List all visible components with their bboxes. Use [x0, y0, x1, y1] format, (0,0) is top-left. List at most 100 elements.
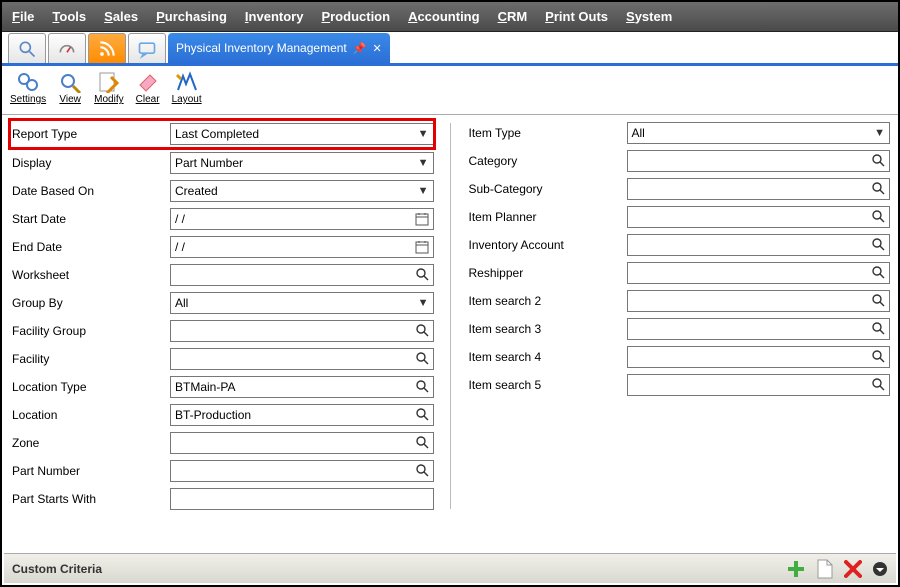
chevron-down-icon[interactable]: ▼: [874, 127, 885, 139]
group-by-field[interactable]: All▼: [170, 292, 434, 314]
tab-pin-icon[interactable]: 📌: [353, 42, 367, 55]
inventory-account-field[interactable]: [627, 234, 891, 256]
toolbar-label: Modify: [94, 94, 123, 105]
menu-item[interactable]: Inventory: [245, 9, 304, 24]
report-type-field[interactable]: Last Completed▼: [170, 123, 434, 145]
search-icon[interactable]: [416, 436, 429, 449]
modify-button[interactable]: Modify: [94, 70, 123, 105]
settings-button[interactable]: Settings: [10, 70, 46, 105]
search-icon[interactable]: [416, 380, 429, 393]
field-label: Facility: [10, 352, 170, 366]
menu-item[interactable]: File: [12, 9, 34, 24]
form-row: LocationBT-Production: [10, 401, 434, 429]
view-button[interactable]: View: [56, 70, 84, 105]
menu-item[interactable]: Tools: [52, 9, 86, 24]
search-icon[interactable]: [416, 324, 429, 337]
worksheet-field[interactable]: [170, 264, 434, 286]
calendar-icon[interactable]: [415, 212, 429, 226]
chevron-down-icon[interactable]: ▼: [418, 185, 429, 197]
field-label: Report Type: [10, 127, 170, 141]
tab-title: Physical Inventory Management: [176, 41, 347, 55]
location-field[interactable]: BT-Production: [170, 404, 434, 426]
item-search-5-field[interactable]: [627, 374, 891, 396]
collapse-icon[interactable]: [872, 561, 888, 577]
item-planner-field[interactable]: [627, 206, 891, 228]
field-label: Zone: [10, 436, 170, 450]
menu-item[interactable]: Production: [321, 9, 390, 24]
clear-icon: [134, 70, 162, 94]
menu-item[interactable]: System: [626, 9, 672, 24]
tab-close-icon[interactable]: ✕: [372, 42, 381, 55]
item-search-3-field[interactable]: [627, 318, 891, 340]
layout-icon: [173, 70, 201, 94]
menu-item[interactable]: Purchasing: [156, 9, 227, 24]
item-search-4-field[interactable]: [627, 346, 891, 368]
form-row: Zone: [10, 429, 434, 457]
form-row: Worksheet: [10, 261, 434, 289]
tabicon-chat[interactable]: [128, 33, 166, 63]
layout-button[interactable]: Layout: [172, 70, 202, 105]
search-icon[interactable]: [872, 210, 885, 223]
field-label: Part Starts With: [10, 492, 170, 506]
field-label: Group By: [10, 296, 170, 310]
search-icon[interactable]: [872, 182, 885, 195]
field-label: Reshipper: [467, 266, 627, 280]
field-label: Item Planner: [467, 210, 627, 224]
chevron-down-icon[interactable]: ▼: [418, 297, 429, 309]
reshipper-field[interactable]: [627, 262, 891, 284]
menubar: File Tools Sales Purchasing Inventory Product…: [2, 2, 898, 32]
field-label: Item search 5: [467, 378, 627, 392]
field-label: Sub-Category: [467, 182, 627, 196]
search-icon[interactable]: [872, 350, 885, 363]
zone-field[interactable]: [170, 432, 434, 454]
field-label: Worksheet: [10, 268, 170, 282]
search-icon[interactable]: [416, 408, 429, 421]
date-based-on-field[interactable]: Created▼: [170, 180, 434, 202]
search-icon[interactable]: [416, 464, 429, 477]
tabicon-search[interactable]: [8, 33, 46, 63]
field-label: End Date: [10, 240, 170, 254]
clear-button[interactable]: Clear: [134, 70, 162, 105]
item-search-2-field[interactable]: [627, 290, 891, 312]
page-icon[interactable]: [816, 559, 834, 579]
part-starts-with-field[interactable]: [170, 488, 434, 510]
facility-field[interactable]: [170, 348, 434, 370]
form-row: Start Date / /: [10, 205, 434, 233]
calendar-icon[interactable]: [415, 240, 429, 254]
facility-group-field[interactable]: [170, 320, 434, 342]
field-label: Facility Group: [10, 324, 170, 338]
field-label: Item search 4: [467, 350, 627, 364]
field-value: BT-Production: [175, 408, 251, 422]
chevron-down-icon[interactable]: ▼: [418, 128, 429, 140]
item-type-field[interactable]: All▼: [627, 122, 891, 144]
menu-item[interactable]: CRM: [498, 9, 528, 24]
add-icon[interactable]: [786, 559, 806, 579]
search-icon[interactable]: [872, 322, 885, 335]
search-icon[interactable]: [872, 154, 885, 167]
chevron-down-icon[interactable]: ▼: [418, 157, 429, 169]
form-row: Item search 4: [467, 343, 891, 371]
location-type-field[interactable]: BTMain-PA: [170, 376, 434, 398]
start-date-field[interactable]: / /: [170, 208, 434, 230]
tabicon-rss[interactable]: [88, 33, 126, 63]
search-icon[interactable]: [872, 378, 885, 391]
search-icon[interactable]: [872, 266, 885, 279]
menu-item[interactable]: Sales: [104, 9, 138, 24]
sub-category-field[interactable]: [627, 178, 891, 200]
search-icon[interactable]: [872, 294, 885, 307]
field-value: Part Number: [175, 156, 243, 170]
search-icon[interactable]: [416, 268, 429, 281]
category-field[interactable]: [627, 150, 891, 172]
tab-physical-inventory[interactable]: Physical Inventory Management 📌 ✕: [168, 33, 390, 63]
end-date-field[interactable]: / /: [170, 236, 434, 258]
search-icon[interactable]: [416, 352, 429, 365]
part-number-field[interactable]: [170, 460, 434, 482]
search-icon[interactable]: [872, 238, 885, 251]
tabicon-gauge[interactable]: [48, 33, 86, 63]
delete-icon[interactable]: [844, 560, 862, 578]
menu-item[interactable]: Print Outs: [545, 9, 608, 24]
menu-item[interactable]: Accounting: [408, 9, 480, 24]
field-value: / /: [175, 212, 185, 226]
display-field[interactable]: Part Number ▼: [170, 152, 434, 174]
toolbar-label: Settings: [10, 94, 46, 105]
